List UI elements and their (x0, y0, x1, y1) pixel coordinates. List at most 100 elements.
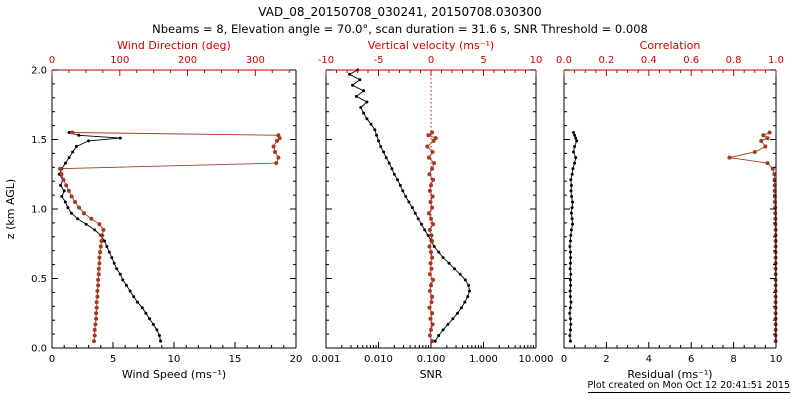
x-tick-label: 8 (730, 354, 736, 365)
top-tick-label: 100 (110, 55, 129, 66)
wind-direction-marker (69, 194, 74, 199)
vertical-velocity-marker (426, 211, 431, 216)
top-tick-label: 300 (246, 55, 265, 66)
wind-direction-marker (101, 227, 106, 232)
wind-speed-marker (70, 211, 73, 215)
residual-marker (571, 200, 574, 204)
residual-marker (571, 167, 575, 171)
top-tick-label: 5 (480, 55, 486, 66)
residual-marker (574, 156, 578, 160)
top-tick-label: 0 (428, 55, 434, 66)
residual-marker (572, 150, 575, 154)
top-axis-title: Wind Direction (deg) (117, 39, 231, 52)
wind-speed-marker (110, 256, 114, 260)
wind-speed-marker (135, 300, 139, 304)
x-axis-title: Residual (ms⁻¹) (627, 368, 712, 381)
wind-direction-marker (66, 188, 71, 193)
vertical-velocity-marker (429, 233, 434, 238)
top-tick-label: -10 (318, 55, 334, 66)
wind-direction-marker (93, 322, 98, 327)
residual-marker (569, 283, 573, 287)
wind-speed-marker (60, 195, 64, 198)
vertical-velocity-marker (429, 283, 433, 288)
residual-marker (570, 217, 574, 221)
snr-profile-marker (468, 289, 471, 293)
top-tick-label: 0.2 (598, 55, 614, 66)
snr-profile-marker (466, 295, 470, 299)
wind-direction-marker (100, 233, 105, 238)
snr-profile-marker (420, 222, 423, 226)
y-tick-label: 1.5 (31, 135, 47, 146)
snr-profile-marker (358, 78, 362, 82)
snr-profile-marker (375, 133, 379, 137)
x-tick-label: 10 (168, 354, 181, 365)
x-tick-label: 0.100 (417, 354, 446, 365)
wind-direction-marker (276, 133, 281, 138)
snr-profile-marker (423, 228, 427, 232)
wind-speed-marker (118, 136, 122, 140)
wind-speed-marker (84, 222, 88, 226)
residual-marker (569, 183, 573, 187)
vertical-velocity-marker (430, 150, 435, 154)
wind-direction-marker (70, 130, 75, 135)
plot-subtitle: Nbeams = 8, Elevation angle = 70.0°, sca… (152, 22, 648, 36)
correlation-marker (772, 172, 777, 177)
wind-direction-line (59, 132, 281, 342)
wind-direction-marker (275, 138, 279, 143)
residual-panel: 0 2 4 6 8 10 Residual (ms⁻¹) 0.0 0.2 0.4 0.6 0.8 1.0… (556, 39, 784, 381)
snr-profile-marker (373, 128, 377, 132)
vertical-velocity-marker (427, 272, 432, 277)
vertical-velocity-marker (430, 194, 435, 199)
top-axis-title: Correlation (640, 39, 701, 52)
vertical-velocity-marker (429, 183, 433, 188)
residual-marker (573, 133, 577, 137)
top-tick-label: 0 (49, 55, 55, 66)
vertical-velocity-marker (430, 166, 435, 171)
wind-speed-marker (128, 289, 132, 293)
residual-marker (569, 228, 573, 232)
wind-speed-marker (77, 133, 81, 137)
snr-profile-marker (384, 156, 388, 160)
snr-profile-marker (433, 339, 437, 343)
wind-speed-marker (103, 239, 106, 243)
wind-direction-marker (96, 266, 101, 271)
snr-profile-marker (467, 283, 471, 287)
snr-profile-marker (441, 328, 445, 332)
snr-profile-marker (379, 145, 383, 148)
wind-direction-marker (77, 205, 82, 210)
wind-speed-marker (157, 334, 161, 337)
wind-direction-marker (274, 161, 279, 166)
snr-profile-marker (401, 189, 405, 193)
wind-speed-marker (76, 217, 80, 221)
snr-panel: 0.001 0.010 0.100 1.000 10.000 SNR -10 -5 0 5 10 Ve… (312, 39, 554, 381)
vertical-velocity-marker (427, 188, 432, 193)
snr-profile-marker (416, 217, 420, 221)
vertical-velocity-marker (427, 305, 432, 310)
wind-direction-marker (61, 177, 66, 182)
snr-profile-marker (396, 178, 399, 182)
vertical-velocity-marker (430, 311, 435, 316)
wind-speed-marker (74, 145, 78, 148)
vertical-velocity-marker (425, 144, 430, 149)
y-tick-label: 1.0 (31, 205, 47, 216)
residual-marker (569, 189, 573, 193)
residual-marker (568, 261, 572, 265)
x-tick-label: 5 (110, 354, 116, 365)
snr-profile-marker (453, 267, 456, 271)
correlation-marker (767, 130, 772, 135)
vertical-velocity-marker (430, 322, 435, 327)
wind-direction-marker (92, 333, 97, 338)
vertical-velocity-marker (427, 333, 432, 338)
wind-speed-marker (121, 278, 125, 282)
wind-direction-marker (96, 283, 101, 288)
wind-direction-marker (276, 155, 281, 160)
residual-marker (568, 306, 572, 310)
y-tick-label: 2.0 (31, 66, 47, 77)
residual-marker (571, 222, 574, 226)
vertical-velocity-marker (432, 161, 437, 166)
x-tick-label: 0.001 (312, 354, 341, 365)
snr-profile-marker (463, 300, 467, 304)
top-tick-label: 200 (178, 55, 197, 66)
snr-profile-marker (365, 117, 369, 121)
x-tick-label: 0 (49, 354, 55, 365)
